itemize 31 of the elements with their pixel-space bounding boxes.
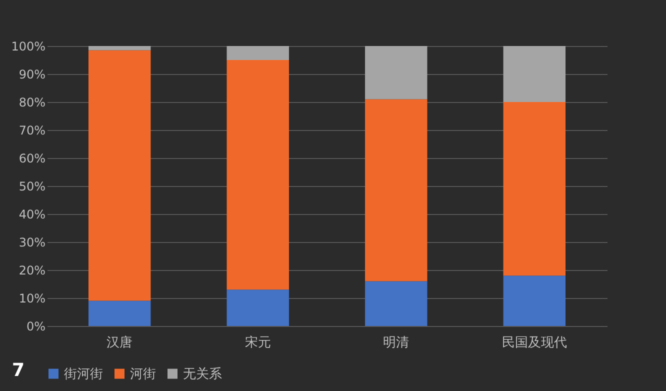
legend-label: 街河街 (64, 366, 103, 382)
y-tick-label: 50% (18, 180, 46, 194)
y-tick-label: 10% (18, 292, 46, 306)
bar (226, 46, 289, 60)
y-tick-label: 20% (18, 264, 46, 278)
y-tick-label: 40% (18, 208, 46, 222)
legend-label: 无关系 (183, 366, 222, 382)
bar (503, 276, 566, 326)
bar (365, 99, 428, 282)
x-tick-label: 民国及现代 (502, 336, 567, 350)
y-tick-label: 70% (18, 124, 46, 138)
bar (88, 46, 151, 50)
text: 7 (12, 360, 25, 381)
x-tick-label: 汉唐 (106, 336, 133, 350)
bar (365, 46, 428, 100)
y-tick-label: 60% (18, 152, 46, 166)
x-tick-label: 明清 (383, 336, 410, 350)
bar (88, 300, 151, 326)
bar (503, 46, 566, 102)
bar (226, 60, 289, 290)
legend-label: 河街 (130, 366, 156, 382)
bar (226, 290, 289, 326)
y-tick-label: 90% (18, 68, 46, 82)
y-tick-label: 30% (18, 236, 46, 250)
y-tick-label: 0% (26, 320, 46, 334)
y-tick-label: 100% (11, 40, 46, 54)
bar (365, 281, 428, 326)
x-tick-label: 宋元 (244, 334, 271, 350)
bar (88, 50, 151, 301)
y-tick-label: 80% (18, 96, 46, 110)
bar (503, 102, 566, 276)
